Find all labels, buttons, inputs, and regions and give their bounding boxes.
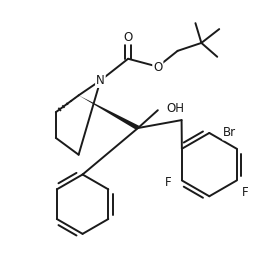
Text: O: O: [123, 30, 133, 44]
Text: OH: OH: [167, 102, 185, 115]
Text: Br: Br: [223, 126, 236, 140]
Text: F: F: [165, 176, 172, 189]
Text: F: F: [242, 186, 248, 199]
Text: O: O: [153, 61, 162, 74]
Polygon shape: [79, 95, 139, 130]
Text: N: N: [96, 74, 105, 87]
